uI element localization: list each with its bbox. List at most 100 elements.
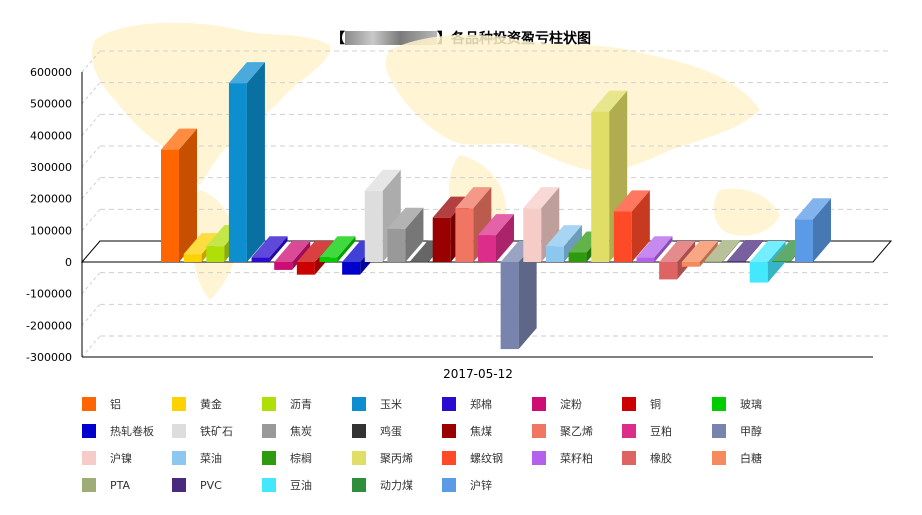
legend-label: 郑棉 [470,398,492,411]
legend-swatch [442,424,456,438]
bar-front [387,228,406,262]
legend-label: 白糖 [740,452,762,465]
bar-top [749,241,786,262]
y-tick-label: -100000 [26,288,72,301]
y-axis-ticks: 600000 500000 400000 300000 200000 100000 0 -10… [26,66,72,364]
bar-top [183,233,220,255]
legend-item[interactable]: 热轧卷板 [82,424,154,438]
bar-15 [478,214,514,262]
legend-label: 焦煤 [470,425,492,438]
bar-24 [681,241,718,267]
legend-label: 铁矿石 [200,425,233,438]
legend-item[interactable]: 白糖 [712,451,762,465]
legend-swatch [532,451,546,465]
bar-11 [387,207,424,262]
legend-item[interactable]: 焦煤 [442,424,492,438]
bar-top [636,236,673,258]
bar-top [161,128,197,150]
legend-swatch [172,451,186,465]
bar-top [387,207,424,229]
legend-item[interactable]: 豆油 [262,478,312,492]
legend-swatch [352,451,366,465]
bar-side [722,240,741,263]
legend-item[interactable]: 玻璃 [712,397,762,411]
bar-front [161,149,179,262]
legend-item[interactable]: PTA [82,478,130,492]
legend-swatch [352,397,366,411]
legend-swatch [82,478,96,492]
legend-swatch [82,397,96,411]
legend-item[interactable]: 铜 [622,397,661,411]
legend-label: 沪锌 [470,479,492,492]
bar-top [591,90,628,112]
gridline-connector [81,145,101,168]
legend-item[interactable]: 黄金 [172,397,222,411]
legend-swatch [172,397,186,411]
bar-front [772,261,791,263]
legend-item[interactable]: 豆粕 [622,424,672,438]
legend-item[interactable]: 螺纹钢 [442,451,503,465]
y-tick-label: -200000 [26,319,72,332]
legend-item[interactable]: 玉米 [352,397,402,411]
legend-item[interactable]: 焦炭 [262,424,312,438]
legend-item[interactable]: 沥青 [262,397,312,411]
legend-item[interactable]: 鸡蛋 [352,424,402,438]
bar-top [545,225,582,247]
bar-side [337,236,356,262]
bar-top [704,240,741,262]
legend-label: 沥青 [290,398,312,411]
legend-label: 焦炭 [290,425,312,438]
legend-item[interactable]: 甲醇 [712,424,762,438]
bar-front [206,246,225,262]
legend-item[interactable]: PVC [172,478,222,492]
legend-label: 聚丙烯 [380,452,413,465]
bar-side [813,198,831,262]
legend-swatch [262,424,276,438]
legend-item[interactable]: 沪镍 [82,451,132,465]
legend-label: 菜油 [200,452,222,465]
y-tick-label: 200000 [30,193,72,206]
legend-item[interactable]: 铁矿石 [172,424,233,438]
bar-top [478,214,514,236]
legend-item[interactable]: 淀粉 [532,397,582,411]
bar-front [795,219,813,262]
bar-front [319,257,338,262]
legend-item[interactable]: 菜籽粕 [532,451,593,465]
bar-top [681,241,718,262]
legend-item[interactable]: 聚丙烯 [352,451,413,465]
legend-item[interactable]: 郑棉 [442,397,492,411]
legend-label: 铜 [650,398,661,411]
bar-4 [228,62,265,263]
legend-item[interactable]: 沪锌 [442,478,492,492]
legend-label: 豆粕 [650,425,672,438]
bar-front [364,190,383,262]
legend-label: 棕榈 [290,452,312,465]
bar-chart: 600000 500000 400000 300000 200000 100000 0 -10… [26,22,893,381]
legend-item[interactable]: 动力煤 [352,478,413,492]
bar-side [405,207,424,262]
legend-label: 玉米 [380,398,402,411]
bar-front [613,211,632,262]
x-axis-category-label: 2017-05-12 [443,367,513,381]
y-tick-label: -300000 [26,351,72,364]
bar-front [636,257,655,262]
legend-label: 铝 [110,398,121,411]
legend-swatch [442,397,456,411]
legend-label: PVC [200,478,222,492]
bar-front [749,262,768,283]
legend-item[interactable]: 橡胶 [622,451,672,465]
legend-item[interactable]: 铝 [82,397,121,411]
legend-item[interactable]: 菜油 [172,451,222,465]
legend-swatch [352,478,366,492]
y-tick-label: 100000 [30,224,72,237]
legend-swatch [172,424,186,438]
legend-item[interactable]: 棕榈 [262,451,312,465]
legend-swatch [442,451,456,465]
bar-top [432,196,469,218]
legend-item[interactable]: 聚乙烯 [532,424,593,438]
bar-side [269,236,288,262]
bar-front [342,262,361,275]
gridline-connector [81,177,101,199]
bar-front [455,208,474,262]
